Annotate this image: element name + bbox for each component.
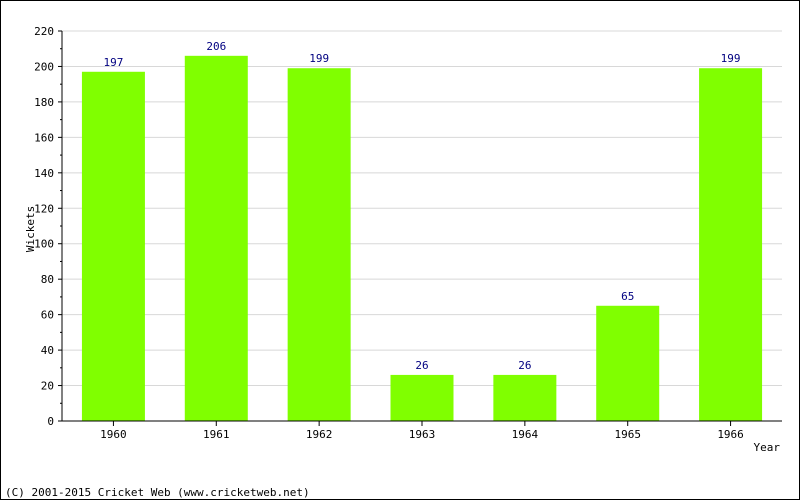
- data-label: 65: [621, 290, 634, 303]
- y-tick-label: 40: [41, 344, 54, 357]
- y-tick-label: 20: [41, 380, 54, 393]
- data-label: 199: [721, 52, 741, 65]
- copyright-text: (C) 2001-2015 Cricket Web (www.cricketwe…: [5, 486, 310, 499]
- y-tick-label: 160: [34, 131, 54, 144]
- data-label: 199: [309, 52, 329, 65]
- x-tick-label: 1966: [717, 428, 744, 441]
- x-tick-label: 1963: [409, 428, 436, 441]
- data-label: 197: [103, 56, 123, 69]
- y-tick-label: 120: [34, 202, 54, 215]
- x-tick-label: 1964: [512, 428, 539, 441]
- bar-1960: [81, 71, 145, 421]
- y-tick-label: 140: [34, 167, 54, 180]
- bar-1963: [390, 374, 454, 421]
- y-ticks: 0 20 40 60 80 100 120 140 160 180 200 220: [34, 25, 62, 428]
- bar-1964: [493, 374, 557, 421]
- bars: [81, 55, 763, 422]
- y-tick-label: 180: [34, 96, 54, 109]
- x-tick-label: 1962: [306, 428, 333, 441]
- data-label: 26: [415, 359, 428, 372]
- y-tick-label: 80: [41, 273, 54, 286]
- x-tick-label: 1965: [614, 428, 641, 441]
- y-tick-label: 100: [34, 238, 54, 251]
- y-tick-label: 200: [34, 60, 54, 73]
- y-tick-label: 60: [41, 309, 54, 322]
- x-axis-title: Year: [754, 441, 781, 454]
- bar-1966: [699, 68, 763, 422]
- bar-1961: [184, 55, 248, 422]
- y-tick-label: 220: [34, 25, 54, 38]
- y-tick-label: 0: [47, 415, 54, 428]
- bar-1965: [596, 305, 660, 421]
- data-label: 206: [206, 40, 226, 53]
- x-tick-label: 1961: [203, 428, 230, 441]
- y-axis-title: Wickets: [24, 206, 37, 252]
- gridlines: [62, 30, 782, 387]
- bar-1962: [287, 68, 351, 422]
- data-label: 26: [518, 359, 531, 372]
- x-tick-label: 1960: [100, 428, 127, 441]
- x-ticks: 1960 1961 1962 1963 1964 1965 1966: [100, 421, 744, 441]
- data-labels: 197 206 199 26 26 65 199: [103, 40, 740, 372]
